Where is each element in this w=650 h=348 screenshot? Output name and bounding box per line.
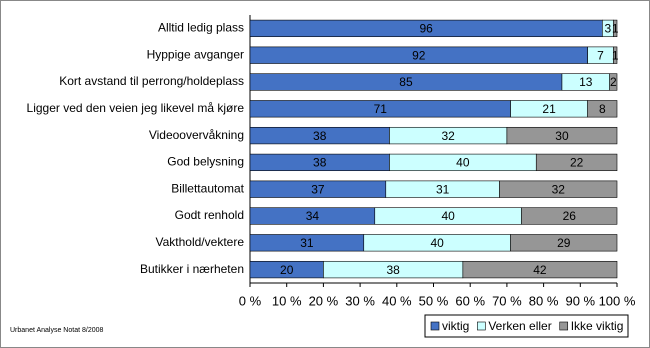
data-label: 40 <box>456 156 470 170</box>
data-label: 21 <box>542 102 556 116</box>
data-label: 7 <box>597 48 604 62</box>
data-label: 40 <box>442 209 456 223</box>
y-tick-label: God belysning <box>167 155 244 169</box>
data-label: 30 <box>555 129 569 143</box>
bar <box>587 100 618 118</box>
data-label: 40 <box>430 236 444 250</box>
legend-label: Ikke viktig <box>571 319 624 333</box>
legend-swatch <box>559 321 569 331</box>
y-tick-label: Kort avstand til perrong/holdeplass <box>59 74 244 88</box>
y-tick-label: Videoovervåkning <box>149 128 244 142</box>
legend-label: viktig <box>442 319 469 333</box>
data-label: 8 <box>599 102 606 116</box>
x-tick-label: 80 % <box>529 293 559 308</box>
data-label: 71 <box>374 102 388 116</box>
y-tick-label: Butikker i nærheten <box>140 262 244 276</box>
bar <box>609 73 618 91</box>
data-label: 32 <box>442 129 456 143</box>
bar <box>613 46 618 64</box>
data-label: 22 <box>570 156 584 170</box>
y-tick-label: Ligger ved den veien jeg likevel må kjør… <box>27 101 245 115</box>
bar <box>510 234 618 252</box>
x-tick-label: 50 % <box>419 293 449 308</box>
data-label: 26 <box>563 209 577 223</box>
bar <box>506 126 618 145</box>
data-label: 85 <box>399 75 413 89</box>
x-tick-label: 70 % <box>492 293 522 308</box>
data-label: 2 <box>610 75 617 89</box>
data-label: 1 <box>612 22 619 36</box>
x-tick-label: 90 % <box>565 293 595 308</box>
bar <box>462 260 618 279</box>
data-label: 13 <box>579 75 593 89</box>
data-label: 3 <box>604 22 611 36</box>
y-tick-label: Godt renhold <box>175 208 244 222</box>
data-label: 29 <box>557 236 571 250</box>
data-label: 38 <box>386 263 400 277</box>
data-label: 38 <box>313 129 327 143</box>
y-tick-label: Vakthold/vektere <box>156 235 245 249</box>
legend-box <box>424 314 629 338</box>
data-label: 42 <box>533 263 547 277</box>
y-tick-label: Billettautomat <box>171 181 244 195</box>
bar <box>499 180 618 198</box>
source-note: Urbanet Analyse Notat 8/2008 <box>10 327 104 334</box>
x-tick-label: 0 % <box>239 293 262 308</box>
bar <box>613 19 618 38</box>
x-tick-label: 60 % <box>455 293 485 308</box>
data-label: 1 <box>612 48 619 62</box>
y-tick-label: Alltid ledig plass <box>158 21 244 35</box>
legend-swatch <box>430 321 440 331</box>
x-tick-label: 20 % <box>309 293 339 308</box>
bar <box>535 153 618 172</box>
data-label: 31 <box>436 182 450 196</box>
x-tick-label: 40 % <box>382 293 412 308</box>
data-label: 37 <box>311 182 325 196</box>
x-tick-label: 30 % <box>345 293 375 308</box>
data-label: 20 <box>280 263 294 277</box>
data-label: 96 <box>419 22 433 36</box>
bar <box>521 207 618 225</box>
data-label: 92 <box>412 48 426 62</box>
data-label: 32 <box>552 182 566 196</box>
y-tick-label: Hyppige avganger <box>147 47 244 61</box>
legend-swatch <box>477 321 486 331</box>
data-label: 31 <box>300 236 314 250</box>
data-label: 38 <box>313 156 327 170</box>
x-tick-label: 100 % <box>599 293 636 308</box>
data-label: 34 <box>306 209 320 223</box>
legend-label: Verken eller <box>488 319 551 333</box>
x-tick-label: 10 % <box>272 293 302 308</box>
